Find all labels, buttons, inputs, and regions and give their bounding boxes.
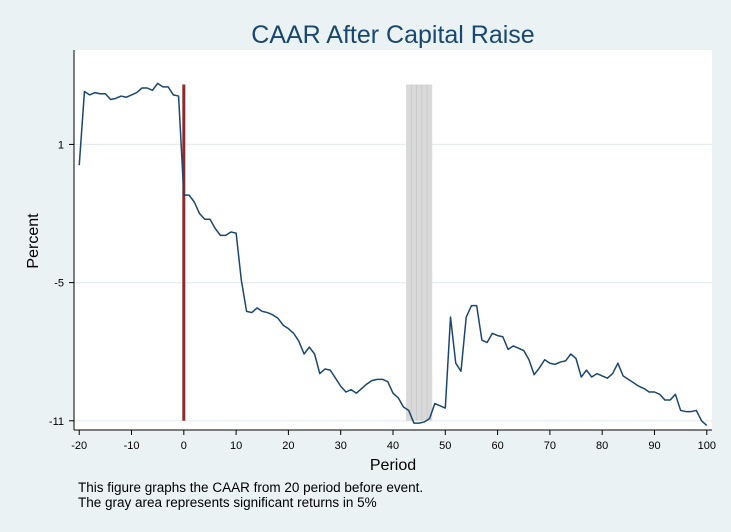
x-tick-label: 80 xyxy=(596,440,608,452)
gridlines xyxy=(74,143,712,422)
figure-note-2: The gray area represents significant ret… xyxy=(78,495,377,510)
x-tick-label: 70 xyxy=(544,440,556,452)
x-tick-label: -20 xyxy=(71,440,87,452)
x-tick-label: 100 xyxy=(698,440,716,452)
y-tick-label: -11 xyxy=(49,416,64,428)
x-tick-label: 50 xyxy=(439,440,451,452)
significant-band-layer xyxy=(406,84,433,421)
chart-title: CAAR After Capital Raise xyxy=(251,21,534,49)
series-layer xyxy=(78,82,708,426)
x-tick-label: 20 xyxy=(282,440,294,452)
x-tick-label: 90 xyxy=(648,440,660,452)
figure-note-1: This figure graphs the CAAR from 20 peri… xyxy=(78,480,424,495)
x-tick-label: -10 xyxy=(124,440,140,452)
x-tick-label: 0 xyxy=(181,440,187,452)
plot-area xyxy=(74,50,712,430)
series-line-0 xyxy=(78,82,708,426)
y-tick-label: 1 xyxy=(58,139,64,151)
axes: -20 -10 0 10 20 30 40 50 60 70 80 90 100 1 -5 -11 xyxy=(49,50,716,452)
x-tick-label: 10 xyxy=(230,440,242,452)
x-tick-label: 40 xyxy=(387,440,399,452)
y-tick-label: -5 xyxy=(54,278,64,290)
x-axis-label: Period xyxy=(370,457,416,474)
y-axis-label: Percent xyxy=(25,213,42,269)
significant-band xyxy=(406,84,433,421)
x-tick-label: 60 xyxy=(491,440,503,452)
x-tick-label: 30 xyxy=(335,440,347,452)
